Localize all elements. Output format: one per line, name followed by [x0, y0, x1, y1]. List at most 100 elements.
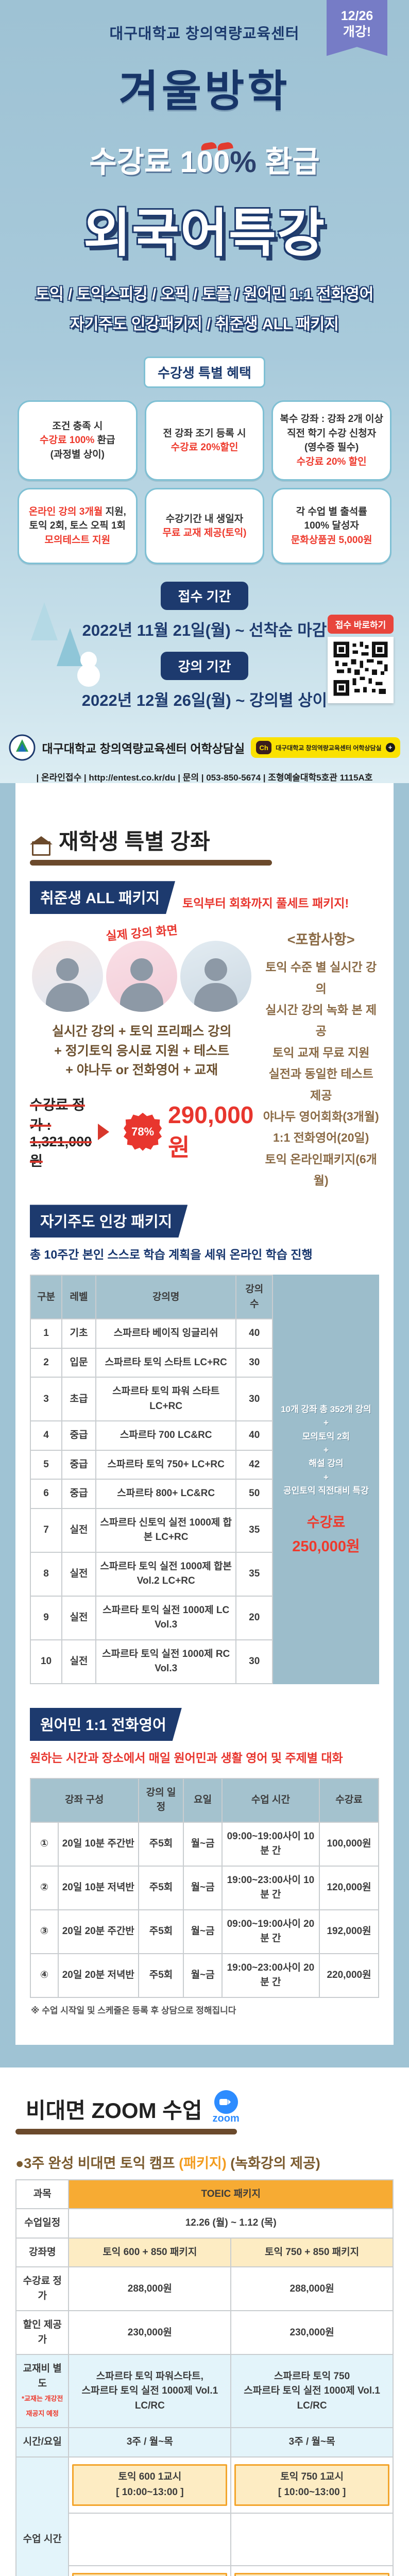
zoom-wordmark: zoom — [212, 2112, 240, 2124]
benefit-badge: 수강생 특별 혜택 — [144, 357, 265, 388]
cell-line: 월~금 — [187, 1837, 218, 1852]
text-line: + 야나두 or 전화영어 + 교재 — [30, 1061, 253, 1080]
table-cell: 월~금 — [183, 1909, 223, 1954]
table-cell: 5 — [29, 1449, 63, 1480]
text-segment: 환급 — [256, 145, 320, 179]
allpkg-includes: <포함사항> 토익 수준 별 실시간 강의 실시간 강의 녹화 본 제공 토익 교재… — [263, 923, 379, 1191]
time-slot-box: 토익 750 1교시 [ 10:00~13:00 ] — [234, 2464, 389, 2506]
table-cell: 230,000원 — [68, 2310, 232, 2355]
text-segment: 직전 학기 수강 신청자 — [287, 428, 377, 439]
cell-line: [ 10:00~13:00 ] — [76, 2485, 224, 2500]
text-segment: 구분 — [37, 1291, 56, 1302]
table-cell: 스파르타 800+ LC&RC — [95, 1479, 237, 1509]
text-segment: 실전 — [70, 1568, 88, 1580]
table-row: 6 중급 스파르타 800+ LC&RC 50 — [29, 1479, 273, 1509]
table-cell: 100,000원 — [319, 1821, 379, 1867]
text-segment: 중급 — [70, 1488, 88, 1499]
table-row: 3 초급 스파르타 토익 파워 스타트 LC+RC 30 — [29, 1377, 273, 1422]
kakao-channel-pill[interactable]: Ch 대구대학교 창의역량교육센터 어학상담실 + — [251, 737, 400, 758]
table-cell — [230, 2512, 394, 2566]
benefit-card-early: 전 강좌 조기 등록 시 수강료 20%할인 — [144, 400, 265, 481]
table-cell: 스파르타 토익 실전 1000제 RC Vol.3 — [95, 1639, 237, 1684]
text-line: 공인토익 직전대비 특강 — [277, 1484, 375, 1498]
table-cell: 교재비 별도 *교재는 개강전 재공지 예정 — [15, 2354, 70, 2429]
cell-line: 스파르타 토익 750+ LC+RC — [99, 1458, 233, 1472]
text-segment: + — [323, 1445, 329, 1455]
text-segment: 입문 — [70, 1357, 88, 1368]
cell-line: 초급 — [65, 1392, 92, 1407]
table-cell: 주5회 — [138, 1909, 184, 1954]
text-segment: 192,000원 — [327, 1926, 371, 1937]
cell-line: 강좌 구성 — [34, 1793, 135, 1808]
cell-line: 5 — [34, 1458, 58, 1472]
cell-line: 30 — [240, 1654, 269, 1669]
table-row: 토익 850 2교시[ 14:00~17:00 ] 토익 850 2교시[ 14:… — [16, 2565, 394, 2576]
text-segment: ③ — [40, 1926, 49, 1937]
text-line: 수강료 20%할인 — [150, 440, 259, 455]
cell-line: 수업일정 — [20, 2216, 65, 2231]
cell-line: 토익 750 + 850 패키지 — [234, 2245, 389, 2260]
table-cell — [68, 2512, 232, 2566]
table-row: 7 실전 스파르타 신토익 실전 1000제 합본 LC+RC 35 — [29, 1507, 273, 1553]
text-segment: 조건 충족 시 — [52, 420, 103, 432]
text-line: 실시간 강의 + 토익 프리패스 강의 — [30, 1022, 253, 1042]
text-segment: 7 — [43, 1524, 49, 1536]
table-row: 수업 시간 토익 600 1교시[ 10:00~13:00 ] 토익 750 1교시… — [15, 2456, 394, 2576]
allpkg-subtitle: 토익부터 회화까지 풀세트 패키지! — [182, 896, 349, 910]
table-cell: 1 — [29, 1318, 63, 1349]
cell-line: 192,000원 — [323, 1924, 375, 1939]
text-segment: 무료 교재 제공(토익) — [162, 528, 247, 539]
time-slot-box — [72, 2520, 227, 2558]
time-slot-box — [234, 2520, 389, 2558]
course-list-line-2: 자기주도 인강패키지 / 취준생 ALL 패키지 — [70, 316, 339, 333]
table-row: 수강료 정가 288,000원 288,000원 — [15, 2266, 394, 2312]
text-segment: 모의토익 2회 — [302, 1431, 350, 1442]
text-segment: 230,000원 — [289, 2327, 334, 2338]
zoom-section-title: 비대면 ZOOM 수업 — [26, 2098, 202, 2123]
cell-line: 시간/요일 — [20, 2435, 65, 2450]
table-cell: 강의명 — [95, 1275, 237, 1320]
kakao-channel-label: 대구대학교 창의역량교육센터 어학상담실 — [276, 744, 382, 752]
cell-line: [ 10:00~13:00 ] — [238, 2485, 386, 2500]
text-segment: + — [323, 1418, 329, 1428]
table-cell: 6 — [29, 1479, 63, 1509]
cell-line: 월~금 — [187, 1968, 218, 1983]
text-segment: 42 — [249, 1459, 260, 1470]
table-row: 시간/요일 3주 / 월~목 3주 / 월~목 — [15, 2427, 394, 2458]
text-segment: 토익 2회, 토스 오픽 1회 — [29, 520, 126, 532]
cell-line: 주5회 — [142, 1924, 180, 1939]
phone-english-note: ※ 수업 시작일 및 스케줄은 등록 후 상담으로 정해집니다 — [31, 2005, 236, 2015]
text-segment: 3주 / 월~목 — [288, 2436, 335, 2448]
cell-line: 스파르타 토익 750 — [234, 2369, 389, 2384]
text-segment: 시간/요일 — [23, 2436, 62, 2448]
table-cell: 월~금 — [183, 1821, 223, 1867]
table-cell: 스파르타 토익 750+ LC+RC — [95, 1449, 237, 1480]
text-segment: 20일 10분 주간반 — [62, 1838, 134, 1850]
cell-line: 20 — [240, 1611, 269, 1625]
text-segment: 월~금 — [191, 1970, 215, 1981]
text-segment: 수업일정 — [24, 2217, 61, 2229]
text-segment: 야나두 영어회화(3개월) — [263, 1109, 379, 1123]
cell-line: TOEIC 패키지 — [72, 2187, 389, 2202]
cell-line: 중급 — [65, 1428, 92, 1443]
includes-list: 토익 수준 별 실시간 강의 실시간 강의 녹화 본 제공 토익 교재 무료 지원 실… — [263, 957, 379, 1191]
table-cell: 스파르타 토익 파워스타트, 스파르타 토익 실전 1000제 Vol.1 LC/… — [68, 2354, 232, 2429]
qr-apply-label[interactable]: 접수 바로하기 — [328, 615, 394, 634]
qr-code — [328, 637, 394, 704]
text-segment: 120,000원 — [327, 1882, 371, 1893]
cell-line: 스파르타 토익 실전 1000제 Vol.1 LC/RC — [72, 2384, 227, 2413]
cell-line: 스파르타 토익 실전 1000제 Vol.1 LC/RC — [234, 2384, 389, 2413]
cell-line: *교재는 개강전 — [20, 2391, 65, 2406]
discounted-price: 290,000원 — [168, 1101, 254, 1161]
text-segment: 10 — [40, 1656, 52, 1667]
text-segment: 수업 시간 — [23, 2533, 62, 2545]
text-segment: 스파르타 토익 파워 스타트 LC+RC — [112, 1386, 220, 1412]
text-line: 온라인 강의 3개월 지원, — [23, 505, 132, 519]
table-cell: 192,000원 — [319, 1909, 379, 1954]
table-cell: 42 — [235, 1449, 273, 1480]
text-segment: 20일 20분 주간반 — [62, 1926, 134, 1937]
selfstudy-block: 구분 레벨 강의명 강의 수 1 기초 스파르타 베이직 잉글리쉬 40 2 입문 스파르타 토익 … — [29, 1275, 379, 1684]
table-row: ③ 20일 20분 주간반 주5회 월~금 09:00~19:00사이 20분 간 192… — [29, 1909, 379, 1954]
text-segment: 0 — [196, 145, 214, 179]
cell-line: 월~금 — [187, 1880, 218, 1895]
